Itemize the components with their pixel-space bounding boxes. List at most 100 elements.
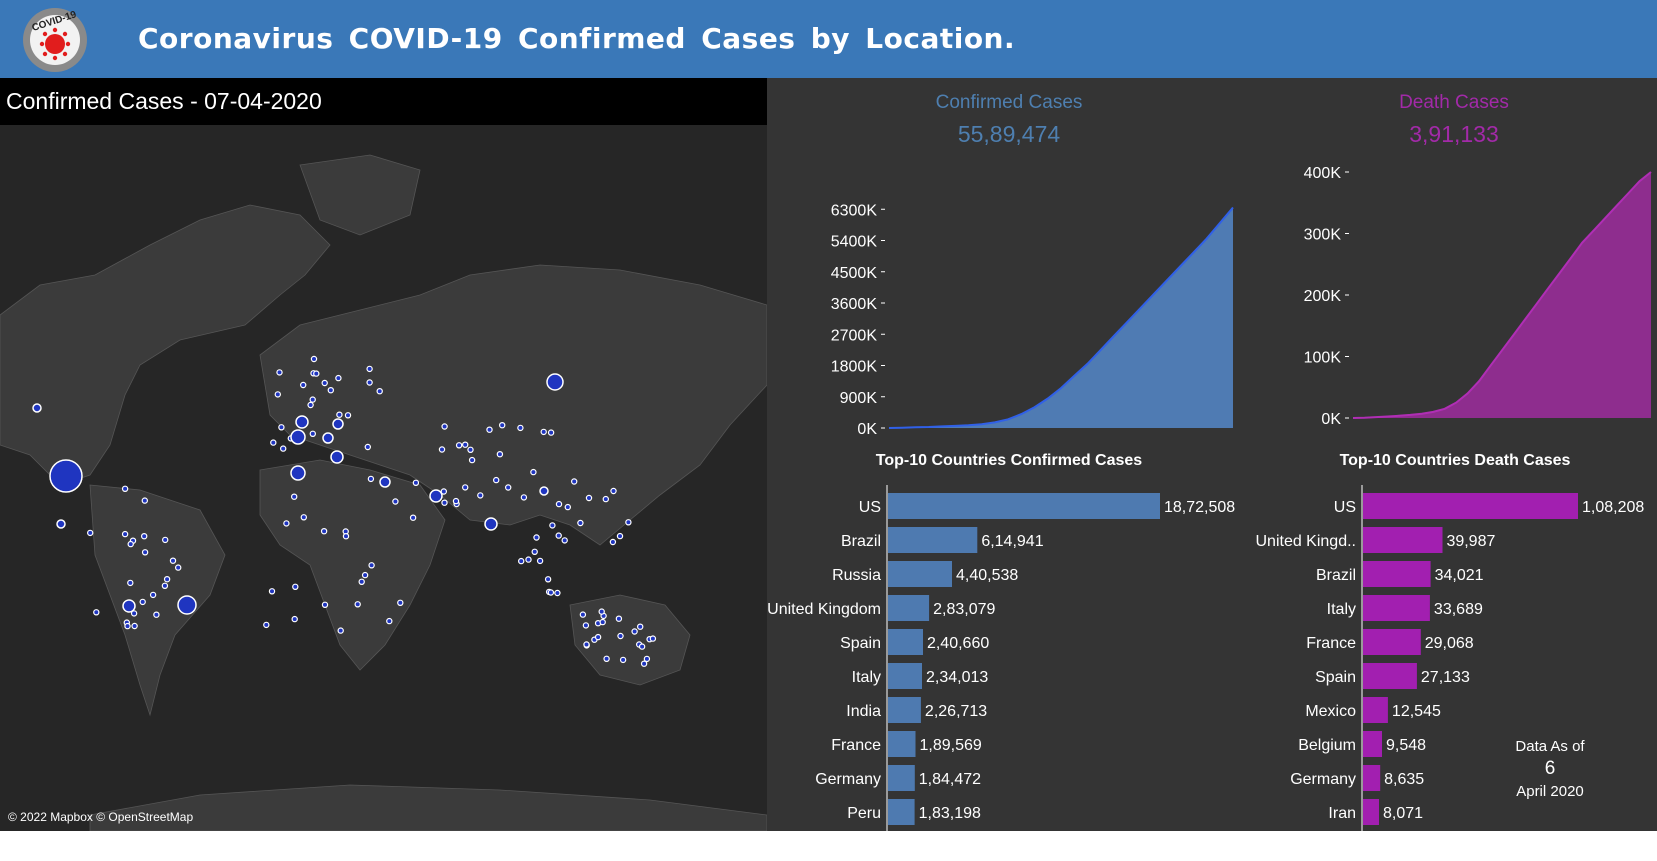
case-marker-small[interactable] [554, 589, 561, 597]
case-marker-small[interactable] [643, 655, 651, 663]
case-marker-small[interactable] [366, 365, 373, 373]
case-marker-small[interactable] [278, 424, 285, 431]
case-marker-small[interactable] [291, 493, 298, 500]
case-marker-small[interactable] [174, 564, 182, 571]
case-marker-small[interactable] [610, 487, 617, 495]
case-marker-small[interactable] [583, 641, 590, 648]
case-marker-small[interactable] [153, 611, 160, 618]
case-marker-small[interactable] [533, 534, 540, 541]
case-marker-small[interactable] [505, 484, 512, 491]
case-marker-small[interactable] [555, 532, 562, 539]
case-marker[interactable] [546, 373, 564, 391]
area-fill[interactable] [889, 207, 1233, 429]
bar[interactable] [1363, 731, 1382, 757]
case-marker-small[interactable] [161, 536, 169, 544]
bar[interactable] [1363, 527, 1443, 553]
bar[interactable] [1363, 493, 1578, 519]
case-marker-small[interactable] [564, 503, 572, 511]
case-marker-small[interactable] [603, 655, 610, 663]
bar[interactable] [888, 765, 915, 791]
case-marker-small[interactable] [127, 579, 134, 587]
case-marker-small[interactable] [268, 588, 276, 595]
case-marker-small[interactable] [397, 599, 404, 606]
case-marker[interactable] [32, 403, 42, 413]
case-marker-small[interactable] [571, 478, 578, 485]
bar[interactable] [1363, 663, 1417, 689]
case-marker-small[interactable] [462, 441, 469, 448]
case-marker-small[interactable] [525, 556, 532, 563]
case-marker-small[interactable] [412, 479, 420, 486]
case-marker-small[interactable] [615, 615, 623, 622]
case-marker-small[interactable] [536, 557, 544, 565]
case-marker-small[interactable] [441, 423, 448, 430]
deaths-area-chart[interactable]: 0K 100K 200K 300K 400K [1237, 150, 1657, 440]
case-marker-small[interactable] [598, 608, 605, 615]
case-marker-small[interactable] [342, 533, 350, 540]
case-marker-small[interactable] [617, 632, 624, 640]
case-marker-small[interactable] [582, 622, 590, 629]
case-marker-small[interactable] [161, 582, 169, 589]
case-marker-small[interactable] [307, 401, 314, 409]
case-marker-small[interactable] [468, 456, 476, 464]
case-marker-small[interactable] [392, 498, 399, 505]
case-marker-small[interactable] [283, 520, 290, 527]
case-marker-small[interactable] [93, 609, 100, 616]
case-marker-small[interactable] [131, 622, 138, 630]
case-marker-small[interactable] [280, 445, 287, 452]
case-marker[interactable] [484, 517, 498, 531]
case-marker[interactable] [177, 595, 197, 615]
case-marker-small[interactable] [309, 396, 316, 403]
case-marker[interactable] [290, 465, 306, 481]
case-marker-small[interactable] [366, 379, 373, 386]
confirmed-area-chart[interactable]: 0K 900K 1800K 2700K 3600K 4500K 5400K 6300K [767, 150, 1237, 440]
case-marker-small[interactable] [540, 428, 547, 436]
case-marker-small[interactable] [477, 492, 484, 499]
case-marker-small[interactable] [585, 494, 593, 502]
case-marker-small[interactable] [361, 571, 369, 579]
case-marker-small[interactable] [531, 548, 538, 555]
case-marker-small[interactable] [149, 591, 157, 599]
case-marker-small[interactable] [409, 514, 417, 521]
case-marker-small[interactable] [376, 388, 383, 395]
case-marker[interactable] [330, 450, 344, 464]
case-marker-small[interactable] [354, 601, 361, 608]
bar[interactable] [888, 595, 930, 621]
case-marker-small[interactable] [609, 538, 617, 546]
case-marker-small[interactable] [517, 424, 524, 432]
case-marker-small[interactable] [577, 519, 584, 527]
case-marker[interactable] [122, 599, 136, 613]
case-marker-small[interactable] [364, 443, 371, 451]
case-marker-small[interactable] [496, 451, 504, 458]
case-marker-small[interactable] [321, 379, 328, 387]
case-marker-small[interactable] [368, 562, 375, 569]
case-marker[interactable] [49, 459, 83, 493]
case-marker-small[interactable] [124, 622, 131, 630]
case-marker-small[interactable] [599, 618, 606, 626]
case-marker-small[interactable] [121, 485, 129, 492]
case-marker-small[interactable] [130, 610, 138, 617]
case-marker-small[interactable] [499, 422, 506, 429]
case-marker-small[interactable] [594, 633, 602, 641]
case-marker-small[interactable] [518, 557, 525, 565]
case-marker-small[interactable] [86, 529, 94, 537]
case-marker-small[interactable] [121, 530, 129, 538]
case-marker[interactable] [56, 519, 66, 529]
case-marker-small[interactable] [140, 533, 148, 540]
case-marker-small[interactable] [300, 514, 307, 521]
world-map[interactable] [0, 125, 767, 831]
case-marker-small[interactable] [640, 660, 648, 667]
case-marker-small[interactable] [169, 557, 177, 564]
case-marker[interactable] [332, 418, 344, 430]
case-marker-small[interactable] [638, 643, 646, 650]
case-marker-small[interactable] [310, 355, 318, 363]
case-marker-small[interactable] [520, 494, 528, 501]
case-marker-small[interactable] [441, 499, 448, 506]
case-marker-small[interactable] [291, 615, 298, 623]
case-markers[interactable] [32, 355, 657, 667]
case-marker-small[interactable] [602, 495, 610, 503]
case-marker-small[interactable] [493, 476, 500, 484]
bar[interactable] [888, 731, 916, 757]
case-marker[interactable] [290, 429, 306, 445]
case-marker-small[interactable] [127, 540, 134, 548]
case-marker-small[interactable] [619, 656, 627, 664]
